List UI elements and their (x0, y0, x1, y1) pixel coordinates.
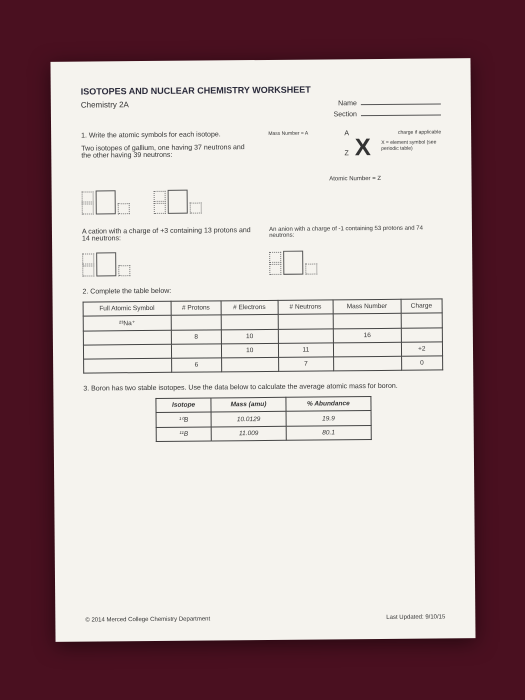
table-row: ¹¹B11.00980.1 (156, 426, 371, 442)
q3-prompt: 3. Boron has two stable isotopes. Use th… (83, 382, 443, 392)
col-isotope: Isotope (155, 398, 210, 412)
col-abundance: % Abundance (285, 397, 370, 412)
notation-X: X (354, 134, 370, 162)
q1-anion-text: An anion with a charge of -1 containing … (269, 225, 442, 241)
col-electrons: # Electrons (220, 300, 277, 314)
notation-A: A (344, 130, 349, 137)
section-field: Section (80, 106, 440, 120)
copyright-text: © 2014 Merced College Chemistry Departme… (85, 616, 210, 623)
atomic-notation-diagram: Mass Number = A A X Z charge if applicab… (268, 129, 441, 171)
q1-cation-text: A cation with a charge of +3 containing … (81, 227, 254, 243)
answer-box-set[interactable] (82, 251, 255, 277)
course-label: Chemistry 2A (80, 100, 128, 109)
page-footer: © 2014 Merced College Chemistry Departme… (85, 614, 445, 623)
q1-gallium-text: Two isotopes of gallium, one having 37 n… (81, 144, 254, 160)
table-row: 670 (83, 356, 442, 373)
q2-prompt: 2. Complete the table below: (82, 285, 442, 295)
name-blank[interactable] (360, 95, 440, 105)
col-charge: Charge (400, 299, 442, 313)
col-protons: # Protons (170, 301, 220, 315)
gallium-answer-boxes (81, 181, 441, 214)
mass-number-label: Mass Number = A (268, 131, 308, 137)
col-symbol: Full Atomic Symbol (83, 301, 171, 316)
boron-isotope-table: Isotope Mass (amu) % Abundance ¹⁰B10.012… (155, 396, 371, 442)
answer-box-set[interactable] (81, 190, 129, 214)
col-neutrons: # Neutrons (277, 300, 333, 314)
question-1: 1. Write the atomic symbols for each iso… (81, 129, 442, 276)
question-3: 3. Boron has two stable isotopes. Use th… (83, 382, 443, 442)
section-label: Section (333, 111, 356, 118)
section-blank[interactable] (360, 106, 440, 116)
answer-box-set[interactable] (153, 190, 201, 214)
question-2: 2. Complete the table below: Full Atomic… (82, 285, 443, 373)
charge-label: charge if applicable (397, 129, 440, 135)
answer-box-set[interactable] (269, 249, 442, 275)
x-meaning-label: X = element symbol (see periodic table) (381, 139, 441, 152)
notation-Z: Z (344, 150, 348, 157)
col-mass: Mass Number (333, 299, 401, 314)
q1-prompt: 1. Write the atomic symbols for each iso… (81, 131, 254, 140)
isotope-data-table: Full Atomic Symbol # Protons # Electrons… (82, 298, 443, 373)
name-field: Name (338, 95, 441, 107)
worksheet-page: ISOTOPES AND NUCLEAR CHEMISTRY WORKSHEET… (50, 58, 475, 642)
last-updated-text: Last Updated: 9/10/15 (386, 614, 445, 621)
col-mass-amu: Mass (amu) (211, 397, 286, 412)
worksheet-title: ISOTOPES AND NUCLEAR CHEMISTRY WORKSHEET (80, 83, 440, 96)
